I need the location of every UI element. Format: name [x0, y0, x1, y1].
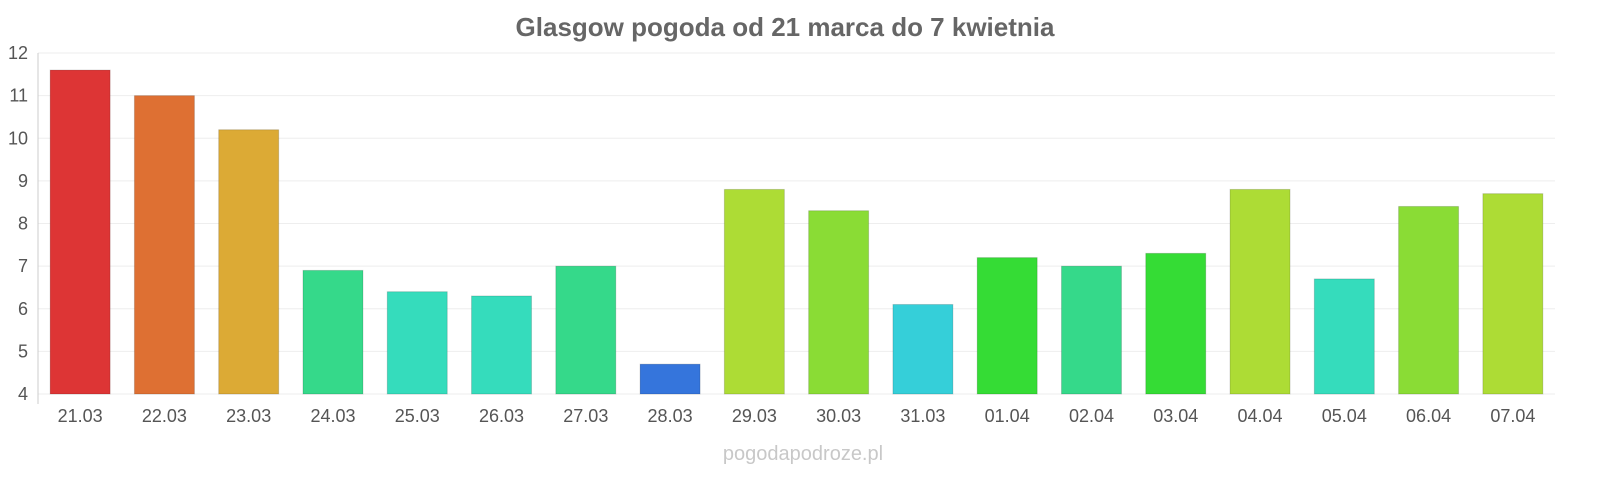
x-tick-label: 01.04	[985, 406, 1030, 426]
chart-title: Glasgow pogoda od 21 marca do 7 kwietnia	[516, 12, 1055, 42]
bar-23.03[interactable]	[218, 129, 280, 395]
bar-07.04[interactable]	[1482, 193, 1544, 395]
x-tick-label: 04.04	[1238, 406, 1283, 426]
x-tick-label: 02.04	[1069, 406, 1114, 426]
y-tick-label: 8	[18, 214, 28, 234]
bar-30.03[interactable]	[808, 210, 870, 395]
x-tick-label: 26.03	[479, 406, 524, 426]
y-tick-label: 6	[18, 299, 28, 319]
x-tick-label: 25.03	[395, 406, 440, 426]
x-tick-label: 31.03	[900, 406, 945, 426]
y-tick-label: 12	[8, 43, 28, 63]
bar-06.04[interactable]	[1398, 205, 1460, 395]
x-tick-label: 30.03	[816, 406, 861, 426]
x-tick-label: 23.03	[226, 406, 271, 426]
bar-25.03[interactable]	[386, 291, 448, 395]
x-tick-label: 03.04	[1153, 406, 1198, 426]
bar-01.04[interactable]	[976, 257, 1038, 395]
bar-03.04[interactable]	[1145, 252, 1207, 395]
bar-02.04[interactable]	[1060, 265, 1122, 395]
bar-04.04[interactable]	[1229, 188, 1291, 395]
x-tick-label: 29.03	[732, 406, 777, 426]
x-tick-label: 28.03	[648, 406, 693, 426]
x-tick-label: 07.04	[1490, 406, 1535, 426]
bar-24.03[interactable]	[302, 269, 364, 395]
bar-29.03[interactable]	[723, 188, 785, 395]
y-tick-label: 4	[18, 384, 28, 404]
x-tick-label: 24.03	[310, 406, 355, 426]
y-tick-label: 10	[8, 128, 28, 148]
x-tick-label: 06.04	[1406, 406, 1451, 426]
bar-26.03[interactable]	[471, 295, 533, 395]
y-tick-label: 7	[18, 256, 28, 276]
y-tick-label: 9	[18, 171, 28, 191]
y-tick-label: 11	[9, 86, 28, 106]
x-tick-label: 27.03	[563, 406, 608, 426]
y-tick-label: 5	[18, 341, 28, 361]
bar-22.03[interactable]	[133, 95, 195, 395]
bar-28.03[interactable]	[639, 363, 701, 395]
bar-05.04[interactable]	[1313, 278, 1375, 395]
bar-31.03[interactable]	[892, 303, 954, 395]
bar-27.03[interactable]	[555, 265, 617, 395]
x-tick-label: 21.03	[58, 406, 103, 426]
x-tick-label: 22.03	[142, 406, 187, 426]
x-tick-label: 05.04	[1322, 406, 1367, 426]
bar-21.03[interactable]	[49, 69, 111, 395]
footer-watermark: pogodapodroze.pl	[723, 443, 883, 465]
